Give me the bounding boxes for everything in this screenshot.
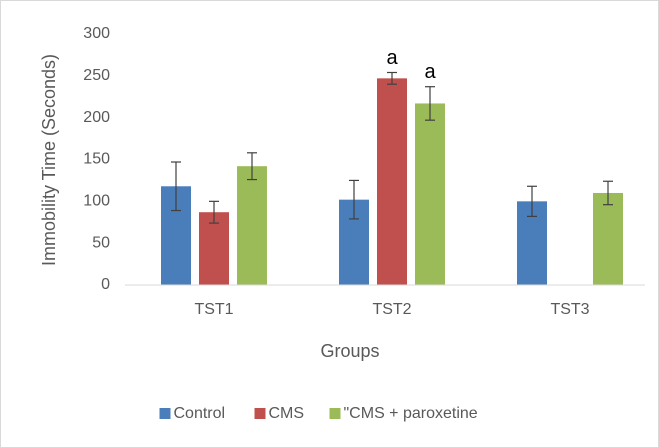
y-tick-label: 0 (101, 276, 110, 293)
error-bar (349, 179, 359, 220)
y-tick-label: 250 (83, 67, 110, 84)
x-tick-label: TST2 (372, 301, 411, 318)
x-tick-label: TST1 (194, 301, 233, 318)
annotation: a (386, 47, 398, 69)
error-bar (387, 71, 397, 85)
error-bar (209, 200, 219, 224)
bar (237, 166, 267, 285)
y-tick-label: 200 (83, 109, 110, 126)
bar (415, 103, 445, 286)
error-bar (171, 161, 181, 212)
error-bar (603, 180, 613, 206)
error-bar (425, 86, 435, 121)
legend-swatch (329, 408, 341, 419)
legend-label: CMS (269, 405, 305, 422)
y-tick-label: 50 (92, 234, 110, 251)
error-bar (527, 185, 537, 217)
annotation: a (424, 61, 436, 83)
x-tick-label: TST3 (550, 301, 589, 318)
legend-swatch (159, 408, 171, 419)
y-axis-title: Immobility Time (Seconds) (39, 54, 59, 266)
legend-swatch (254, 408, 266, 419)
legend-label: "CMS + paroxetine (344, 405, 478, 422)
legend-label: Control (174, 405, 226, 422)
bar (199, 212, 229, 285)
bar (377, 78, 407, 286)
y-tick-label: 100 (83, 193, 110, 210)
y-tick-label: 300 (83, 25, 110, 42)
x-axis-title: Groups (320, 341, 379, 361)
y-tick-label: 150 (83, 151, 110, 168)
error-bar (247, 152, 257, 181)
bar (593, 192, 623, 285)
